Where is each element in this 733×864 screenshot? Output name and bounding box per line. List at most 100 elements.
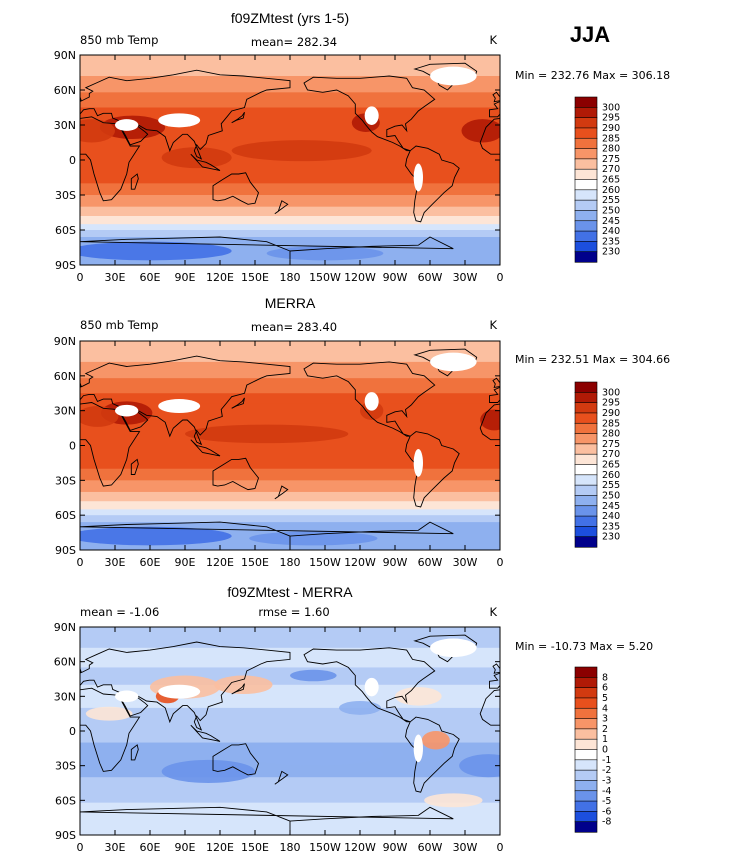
colorbar-label: 280 [602,144,620,155]
coastline-uk [492,663,500,674]
x-tick-label: 90E [175,271,196,284]
x-tick-label: 150E [241,841,269,854]
colorbar-label: 295 [602,398,620,409]
panel-2-units-label: K [489,318,497,332]
panel-3-units-label: K [489,605,497,619]
colorbar-label: 0 [602,745,608,756]
colorbar-label: -3 [602,775,611,786]
x-tick-label: 150W [309,556,341,569]
missing-data-patch [115,690,139,703]
field-anomaly-9 [243,742,384,766]
colorbar-swatch [574,505,598,517]
colorbar-label: 270 [602,164,620,175]
y-tick-label: 60N [54,370,76,383]
colorbar-swatch [574,117,598,129]
colorbar-label: 230 [602,532,620,543]
coastline-namerica [0,362,15,436]
y-tick-label: 90S [55,259,76,272]
field-band-0 [80,55,500,77]
coastline-antarctica [80,236,454,265]
colorbar-label: 240 [602,226,620,237]
x-tick-label: 30E [105,841,126,854]
colorbar-swatch [574,189,598,201]
coastline-australia [212,172,260,205]
x-tick-label: 120W [344,841,376,854]
panel-2-map: 0 30E 60E 90E 120E 150E 180 150W 120W 90W 60W 30W 09… [0,335,665,569]
coastline-australia [212,743,260,776]
y-tick-label: 90N [54,621,76,634]
coastline-nz [695,201,708,214]
field-band-9 [80,224,500,231]
field-band-5 [80,468,500,481]
field-anomaly-10 [424,793,483,808]
coastline-nz [274,200,289,215]
colorbar-swatch [574,210,598,222]
colorbar-label: 265 [602,460,620,471]
coastline-japan [652,398,665,408]
x-tick-label: 180 [280,556,301,569]
colorbar-label: 5 [602,693,608,704]
field-anomaly-1 [80,119,115,143]
y-tick-label: 30S [55,760,76,773]
colorbar-label: -1 [602,755,611,766]
colorbar-label: 275 [602,154,620,165]
colorbar-swatch [574,484,598,497]
x-tick-label: 60W [418,556,443,569]
coastline-japan [231,683,245,695]
coastline-samerica [0,717,39,792]
coastline-madagascar [130,173,139,190]
field-anomaly-5 [80,526,232,546]
colorbar-label: 245 [602,501,620,512]
colorbar-swatch [574,179,598,191]
panel-2-minmax-label: Min = 232.51 Max = 304.66 [515,353,670,366]
coastline-nz [274,770,289,785]
colorbar-label: 285 [602,418,620,429]
colorbar-swatch [574,433,598,445]
field-anomaly-4 [421,731,450,750]
colorbar-swatch [574,526,598,538]
colorbar-swatch [574,412,598,424]
colorbar-label: 235 [602,236,620,247]
missing-data-patch [115,404,139,417]
field-anomaly-4 [185,424,349,444]
colorbar-label: 235 [602,521,620,532]
colorbar-swatch [574,443,598,455]
colorbar-swatch [574,687,598,699]
coastline-indonesia [190,439,221,457]
x-tick-label: 150E [241,271,269,284]
field-band-0 [80,341,500,363]
season-label: JJA [570,22,610,47]
field-band-7 [80,206,500,217]
field-band-8 [80,501,500,510]
colorbar-label: 240 [602,511,620,522]
x-tick-label: 30W [453,556,478,569]
missing-data-patch [158,113,201,128]
colorbar-swatch [574,515,598,527]
field-band-10 [80,230,500,238]
field-anomaly-3 [290,669,337,682]
colorbar-swatch [574,536,598,548]
coastline-namerica [303,647,436,723]
x-tick-label: 150W [309,841,341,854]
x-tick-label: 60E [140,556,161,569]
panel-1-map: 0 30E 60E 90E 120E 150E 180 150W 120W 90W 60W 30W 09… [54,49,708,284]
coastline-samerica [0,432,39,507]
field-anomaly-4 [231,140,372,162]
colorbar-swatch [574,392,598,404]
missing-data-patch [115,119,139,131]
x-tick-label: 120E [206,841,234,854]
field-band-6 [80,195,500,208]
coastline-uk [492,377,500,388]
y-tick-label: 0 [69,154,76,167]
colorbar-label: 285 [602,133,620,144]
colorbar-label: 295 [602,113,620,124]
colorbar-label: 1 [602,734,608,745]
colorbar-label: 260 [602,470,620,481]
field-anomaly-3 [480,409,500,431]
coastline-eurasia [489,386,500,403]
panel-3-minmax-label: Min = -10.73 Max = 5.20 [515,640,653,653]
coastline-samerica [405,716,460,793]
colorbar-swatch [574,251,598,263]
